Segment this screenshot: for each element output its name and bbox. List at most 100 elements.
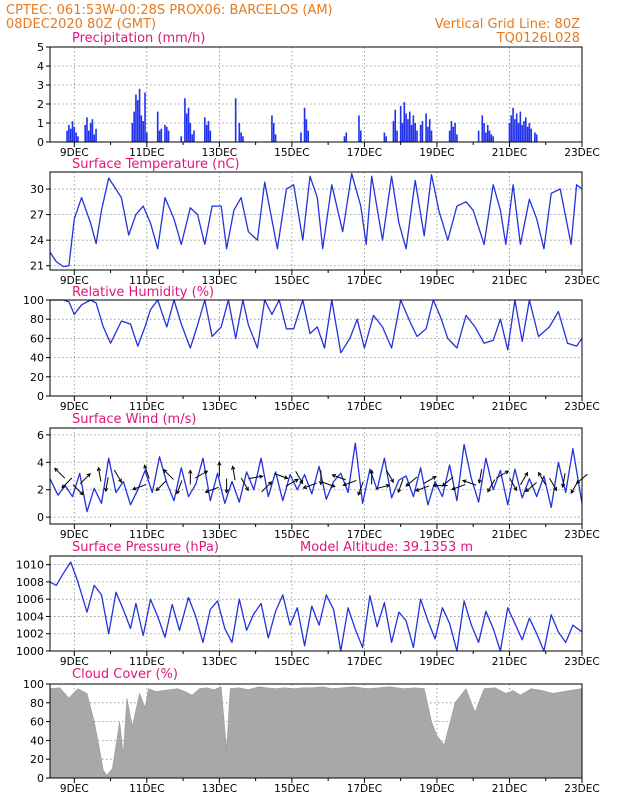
wind-arrow-47	[538, 471, 547, 486]
precip-bar-20	[142, 121, 145, 142]
wind-arrow-head	[204, 489, 210, 494]
precip-bar-7	[84, 124, 86, 142]
wind-line	[49, 442, 583, 513]
wind-arrow-shaft	[163, 469, 174, 480]
wind-arrow-10	[162, 468, 174, 480]
wind-arrow-3	[79, 473, 91, 485]
precip-bar-84	[485, 132, 487, 142]
precip-bar-78	[452, 126, 455, 142]
wind-arrow-shaft	[113, 469, 122, 483]
wind-arrow-head	[570, 489, 575, 494]
wind-arrow-19	[248, 474, 264, 480]
wind-arrow-shaft	[415, 485, 430, 492]
pressure-ytick-label-2: 1004	[16, 610, 44, 623]
precip-bar-11	[91, 119, 94, 142]
precip-bar-27	[165, 126, 168, 142]
wind-arrow-12	[188, 469, 193, 485]
humidity-ytick-label-3: 60	[30, 332, 44, 345]
pressure-ytick-label-5: 1010	[16, 559, 44, 572]
precip-bar-89	[508, 123, 511, 142]
wind-arrow-shaft	[442, 476, 454, 487]
precip-bar-95	[519, 111, 522, 142]
precip-bar-31	[185, 113, 188, 142]
wind-arrow-shaft	[423, 476, 437, 485]
cloud-ytick-label-3: 60	[30, 716, 44, 729]
wind-arrow-shaft	[261, 481, 272, 493]
precip-xtick-label-0: 9DEC	[60, 147, 89, 159]
wind-arrow-2	[72, 484, 84, 496]
precip-bar-83	[483, 123, 485, 142]
precip-bar-2	[69, 128, 72, 142]
wind-arrow-shaft	[549, 477, 557, 491]
pressure-xtick-label-2: 13DEC	[202, 656, 237, 668]
wind-arrow-head	[369, 469, 374, 474]
precip-bar-12	[93, 134, 96, 142]
wind-arrow-40	[462, 479, 477, 486]
wind-xtick-label-1: 11DEC	[129, 529, 164, 541]
wind-arrow-8	[143, 464, 150, 479]
precip-bar-6	[77, 136, 79, 142]
precip-bar-72	[425, 113, 427, 142]
precip-bar-39	[209, 130, 212, 142]
precip-xtick-label-2: 13DEC	[202, 147, 237, 159]
cloud-ytick-label-5: 100	[23, 678, 44, 691]
wind-arrow-4	[96, 466, 102, 482]
wind-arrow-49	[561, 473, 566, 489]
temperature-xtick-label-4: 17DEC	[347, 275, 382, 287]
wind-ytick-label-2: 4	[37, 456, 44, 469]
wind-arrow-shaft	[495, 470, 509, 479]
temperature-frame	[49, 171, 583, 271]
wind-arrow-shaft	[143, 465, 150, 479]
precip-bar-15	[133, 111, 135, 142]
wind-arrow-head	[524, 471, 528, 477]
wind-arrow-head	[538, 471, 542, 477]
wind-arrow-head	[299, 479, 304, 485]
wind-arrow-shaft	[303, 482, 317, 489]
precip-bar-28	[167, 130, 170, 142]
precip-bar-85	[486, 124, 489, 142]
wind-arrow-shaft	[462, 479, 477, 486]
precip-bar-59	[396, 130, 398, 142]
precip-bar-64	[407, 119, 409, 142]
wind-arrow-head	[54, 467, 59, 472]
humidity-ytick-label-4: 80	[30, 313, 44, 326]
wind-arrow-shaft	[405, 476, 418, 487]
precip-bar-40	[234, 98, 237, 142]
wind-arrow-head	[504, 470, 510, 475]
wind-arrow-head	[188, 469, 193, 474]
precip-bar-48	[303, 107, 306, 142]
wind-xtick-label-6: 21DEC	[492, 529, 527, 541]
precip-bar-3	[71, 121, 74, 142]
temperature-line	[49, 173, 583, 268]
pressure-xtick-label-6: 21DEC	[492, 656, 527, 668]
header-model-id: TQ0126L028	[496, 31, 580, 46]
precip-bar-62	[403, 102, 406, 142]
wind-arrow-shaft	[332, 474, 346, 481]
wind-arrow-shaft	[176, 480, 183, 494]
pressure-ytick-label-1: 1002	[16, 628, 44, 641]
precip-bar-13	[95, 128, 97, 142]
precip-bar-23	[156, 111, 159, 142]
wind-arrow-head	[104, 487, 109, 493]
precip-bar-82	[481, 115, 484, 142]
precip-bar-61	[401, 123, 404, 142]
wind-arrow-34	[405, 476, 418, 487]
pressure-xtick-label-0: 9DEC	[60, 656, 89, 668]
humidity-xtick-label-4: 17DEC	[347, 401, 382, 413]
precip-bar-42	[240, 132, 242, 142]
wind-arrow-head	[553, 486, 558, 492]
temperature-xtick-label-3: 15DEC	[274, 275, 309, 287]
precip-bar-91	[512, 107, 514, 142]
precip-bar-8	[86, 117, 88, 142]
wind-arrow-30	[369, 469, 374, 485]
precip-bar-75	[430, 130, 433, 142]
precip-title: Precipitation (mm/h)	[72, 31, 205, 46]
temperature-title: Surface Temperature (nC)	[72, 157, 240, 172]
wind-arrow-head	[231, 465, 236, 470]
wind-arrow-head	[217, 461, 222, 466]
cloud-xtick-label-3: 15DEC	[274, 783, 309, 795]
precip-bar-43	[242, 136, 244, 142]
precip-bar-100	[528, 123, 531, 142]
wind-frame	[49, 427, 583, 525]
